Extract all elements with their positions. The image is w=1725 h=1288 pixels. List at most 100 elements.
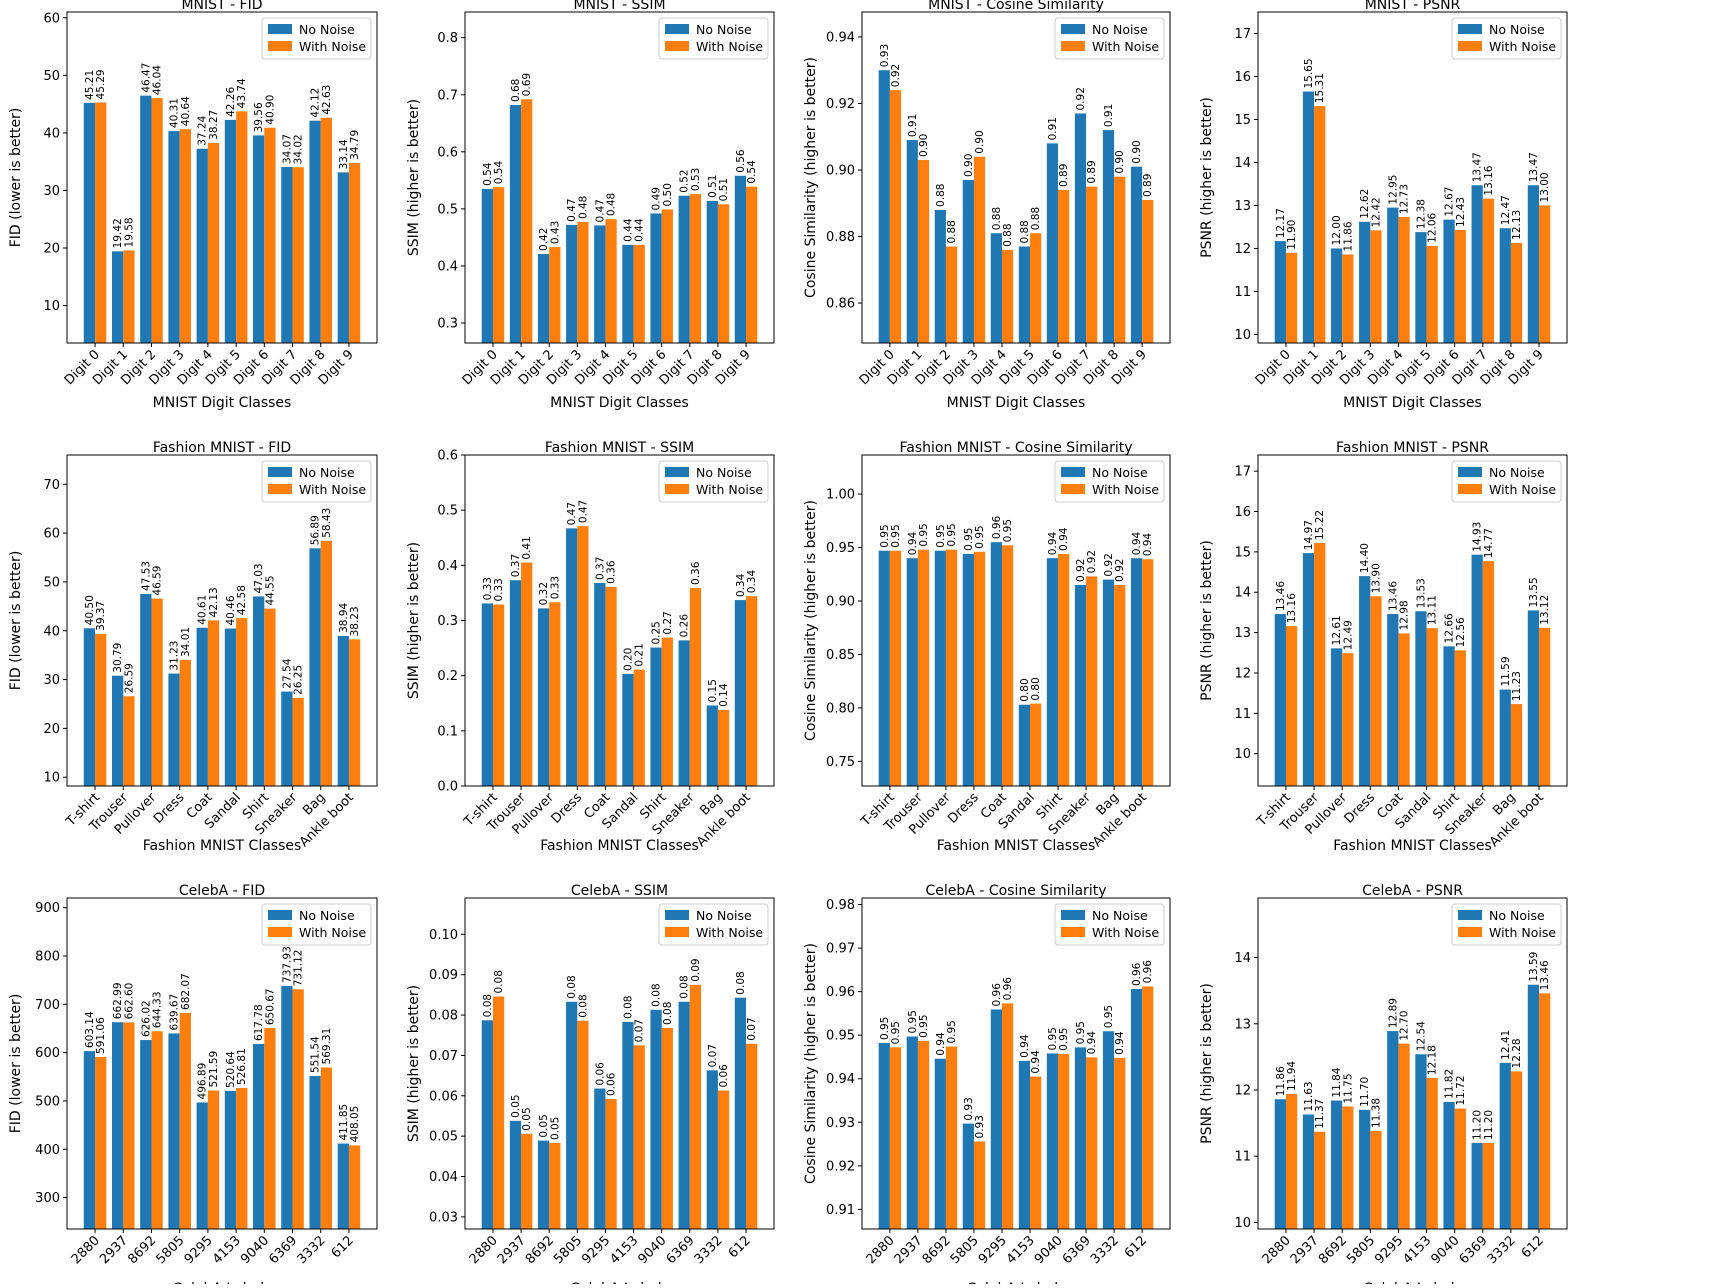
bar [320, 1067, 333, 1229]
bar [1454, 1108, 1466, 1229]
bar [917, 160, 930, 343]
bar [605, 1099, 617, 1229]
data-label: 46.47 [140, 63, 152, 93]
subplot-9: 603.14 662.99 626.02 639.67 496.89 520.64 617.… [8, 883, 378, 1288]
data-label: 13.11 [1427, 595, 1439, 625]
bar [253, 135, 265, 343]
bar [1058, 1053, 1070, 1229]
data-label: 0.93 [963, 1097, 975, 1120]
data-label: 0.27 [662, 611, 674, 634]
data-label: 0.54 [482, 162, 494, 186]
legend-label: With Noise [1092, 925, 1159, 940]
axes-frame [66, 454, 378, 787]
bar [292, 167, 304, 343]
x-tick-label: 2880 [864, 1233, 898, 1267]
data-label: 58.43 [321, 508, 333, 538]
legend-label: No Noise [299, 22, 355, 37]
bar [973, 551, 986, 786]
bar [224, 119, 237, 343]
bar [945, 1046, 958, 1229]
data-label: 0.15 [707, 679, 719, 702]
data-label: 0.95 [1058, 1028, 1070, 1051]
y-tick-label: 500 [35, 1094, 60, 1109]
y-tick-label: 0.91 [826, 1203, 855, 1218]
bar [492, 187, 505, 343]
data-label: 731.12 [293, 950, 305, 987]
y-tick-label: 0.85 [826, 648, 855, 663]
data-label: 0.68 [510, 79, 522, 102]
bar [1058, 189, 1070, 343]
bar [878, 550, 890, 786]
bar [945, 246, 958, 343]
y-tick-label: 0.3 [437, 317, 458, 332]
data-label: 521.59 [208, 1051, 220, 1088]
y-tick-label: 0.05 [429, 1130, 458, 1145]
bar [1482, 198, 1495, 343]
y-axis-label: SSIM (higher is better) [406, 99, 422, 256]
x-tick-label: 9295 [579, 1233, 613, 1267]
data-label: 37.24 [197, 115, 209, 145]
bar [1086, 576, 1098, 786]
legend-label: With Noise [1489, 925, 1556, 940]
data-label: 0.47 [594, 199, 606, 222]
data-label: 13.16 [1286, 593, 1298, 623]
chart-title: Fashion MNIST - PSNR [1336, 440, 1489, 456]
bar [1001, 545, 1014, 786]
bar [509, 105, 522, 344]
y-tick-label: 11 [1234, 285, 1251, 300]
y-tick-label: 13 [1234, 1017, 1251, 1032]
y-tick-label: 0.5 [437, 504, 458, 519]
data-label: 0.92 [1114, 559, 1126, 582]
legend-swatch [268, 927, 292, 937]
y-tick-label: 0.06 [429, 1089, 458, 1104]
data-label: 42.13 [208, 587, 220, 617]
axes-frame [464, 897, 775, 1230]
data-label: 0.50 [662, 183, 674, 206]
bar [605, 219, 617, 343]
bar [633, 244, 645, 343]
y-axis-label: Cosine Similarity (higher is better) [803, 500, 819, 741]
bar [990, 233, 1002, 343]
data-label: 12.61 [1331, 615, 1343, 645]
legend: No Noise With Noise [1054, 460, 1165, 503]
legend-label: No Noise [696, 22, 752, 37]
data-label: 11.86 [1275, 1066, 1287, 1096]
legend-swatch [268, 910, 292, 920]
bar [945, 549, 958, 786]
legend-swatch [665, 910, 689, 920]
data-label: 12.56 [1455, 617, 1467, 647]
x-tick-label: 2937 [1288, 1233, 1322, 1267]
chart-title: MNIST - PSNR [1365, 0, 1461, 13]
y-axis-label: PSNR (higher is better) [1199, 983, 1215, 1144]
x-tick-label: 2937 [495, 1233, 529, 1267]
bar [1443, 1101, 1455, 1229]
data-label: 0.92 [1103, 553, 1115, 576]
bar [207, 1090, 220, 1229]
legend: No Noise With Noise [1054, 903, 1165, 946]
data-label: 0.07 [707, 1044, 719, 1067]
y-tick-label: 0.94 [826, 30, 855, 45]
x-tick-label: 612 [329, 1233, 357, 1261]
data-label: 12.28 [1511, 1038, 1523, 1068]
y-tick-label: 60 [43, 527, 60, 542]
data-label: 0.05 [510, 1094, 522, 1117]
data-label: 19.58 [123, 217, 135, 247]
bar [348, 162, 361, 343]
bar [577, 1020, 589, 1229]
legend-label: With Noise [1489, 482, 1556, 497]
bar [1471, 185, 1483, 343]
bar [264, 127, 276, 344]
bar [1499, 1062, 1511, 1229]
data-label: 0.89 [1142, 174, 1154, 197]
data-label: 0.90 [974, 130, 986, 153]
x-tick-label: Dress [945, 790, 982, 827]
y-tick-label: 0.93 [826, 1116, 855, 1131]
bar [1114, 584, 1126, 786]
bar [1454, 650, 1466, 786]
y-tick-label: 0.08 [429, 1009, 458, 1024]
bar [1510, 704, 1523, 786]
data-label: 11.38 [1370, 1098, 1382, 1128]
data-label: 0.95 [890, 524, 902, 547]
x-axis-label: Fashion MNIST Classes [937, 838, 1096, 854]
bar [140, 95, 152, 343]
